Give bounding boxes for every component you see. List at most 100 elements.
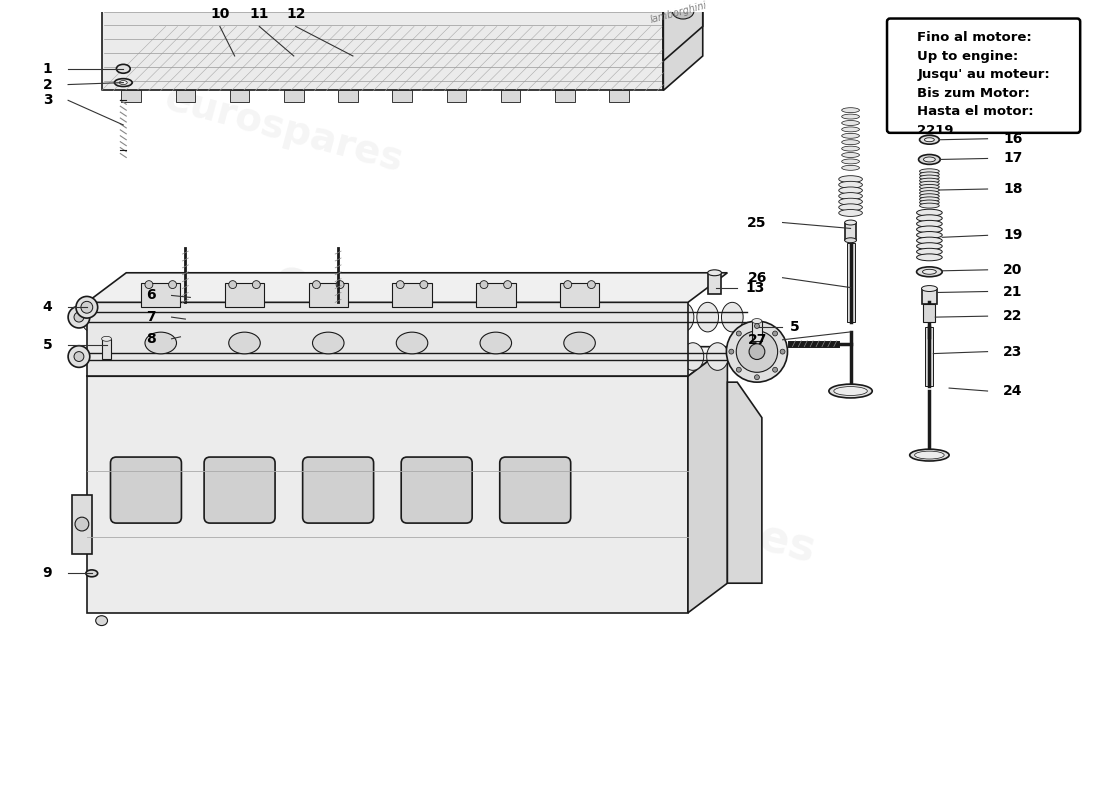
Ellipse shape — [189, 342, 211, 370]
Ellipse shape — [114, 78, 132, 86]
Text: 17: 17 — [1003, 151, 1023, 166]
Ellipse shape — [81, 302, 92, 313]
Text: 2: 2 — [43, 78, 53, 91]
Ellipse shape — [376, 302, 398, 332]
Ellipse shape — [608, 342, 630, 370]
Ellipse shape — [145, 281, 153, 289]
Bar — [609, 90, 629, 102]
Ellipse shape — [352, 302, 374, 332]
Ellipse shape — [755, 323, 759, 329]
Bar — [309, 282, 348, 307]
Ellipse shape — [916, 226, 943, 233]
Text: 11: 11 — [250, 7, 270, 22]
Ellipse shape — [916, 231, 943, 238]
FancyBboxPatch shape — [499, 457, 571, 523]
Text: 13: 13 — [745, 281, 764, 294]
Ellipse shape — [920, 203, 939, 208]
Ellipse shape — [460, 342, 482, 370]
Text: 23: 23 — [1003, 345, 1023, 358]
Ellipse shape — [922, 286, 937, 291]
Ellipse shape — [916, 237, 943, 244]
Text: 20: 20 — [1003, 263, 1023, 277]
Ellipse shape — [920, 185, 939, 190]
Ellipse shape — [312, 342, 334, 370]
Ellipse shape — [168, 281, 176, 289]
Text: 5: 5 — [790, 320, 800, 334]
Text: 21: 21 — [1003, 285, 1023, 298]
Ellipse shape — [706, 342, 728, 370]
Ellipse shape — [253, 302, 275, 332]
Ellipse shape — [838, 198, 862, 205]
Ellipse shape — [916, 242, 943, 250]
Ellipse shape — [229, 281, 236, 289]
Ellipse shape — [920, 187, 939, 193]
Ellipse shape — [924, 138, 934, 142]
Text: 24: 24 — [1003, 384, 1023, 398]
Ellipse shape — [598, 302, 620, 332]
Text: 12: 12 — [286, 7, 306, 22]
Ellipse shape — [420, 281, 428, 289]
Bar — [476, 282, 516, 307]
Text: Fino al motore:
Up to engine:
Jusqu' au moteur:
Bis zum Motor:
Hasta el motor:
2: Fino al motore: Up to engine: Jusqu' au … — [917, 31, 1050, 137]
Ellipse shape — [632, 342, 654, 370]
Polygon shape — [87, 376, 688, 613]
Ellipse shape — [658, 342, 679, 370]
Ellipse shape — [726, 321, 788, 382]
Ellipse shape — [499, 302, 521, 332]
Ellipse shape — [252, 281, 261, 289]
Ellipse shape — [480, 332, 512, 354]
Ellipse shape — [583, 342, 605, 370]
Ellipse shape — [411, 342, 432, 370]
Bar — [925, 327, 933, 386]
Ellipse shape — [165, 342, 186, 370]
Ellipse shape — [535, 342, 556, 370]
Ellipse shape — [838, 210, 862, 216]
Ellipse shape — [564, 332, 595, 354]
Bar — [284, 90, 304, 102]
Bar — [707, 273, 722, 294]
Ellipse shape — [436, 342, 458, 370]
Ellipse shape — [729, 349, 734, 354]
Ellipse shape — [509, 342, 531, 370]
Ellipse shape — [278, 302, 299, 332]
Text: 18: 18 — [1003, 182, 1023, 196]
Ellipse shape — [396, 281, 404, 289]
Bar — [447, 90, 466, 102]
Ellipse shape — [101, 336, 111, 342]
Text: lamborghini: lamborghini — [649, 0, 708, 25]
Ellipse shape — [842, 134, 859, 138]
Ellipse shape — [525, 302, 546, 332]
Ellipse shape — [451, 302, 472, 332]
Ellipse shape — [75, 517, 89, 531]
Bar — [121, 90, 141, 102]
Ellipse shape — [145, 332, 176, 354]
Ellipse shape — [772, 331, 778, 336]
Polygon shape — [688, 346, 727, 613]
Ellipse shape — [834, 386, 867, 395]
Text: 25: 25 — [747, 215, 767, 230]
Ellipse shape — [920, 197, 939, 202]
Ellipse shape — [672, 302, 694, 332]
Ellipse shape — [130, 302, 152, 332]
Bar — [845, 222, 857, 240]
Ellipse shape — [910, 449, 949, 461]
Ellipse shape — [842, 166, 859, 170]
Ellipse shape — [74, 312, 84, 322]
Ellipse shape — [915, 104, 943, 112]
Ellipse shape — [475, 302, 497, 332]
Polygon shape — [727, 382, 762, 583]
Bar — [230, 90, 250, 102]
Ellipse shape — [214, 342, 235, 370]
Polygon shape — [101, 0, 663, 90]
Ellipse shape — [780, 349, 785, 354]
Ellipse shape — [312, 281, 320, 289]
Ellipse shape — [205, 302, 225, 332]
Ellipse shape — [920, 135, 939, 144]
Bar — [752, 321, 762, 341]
Ellipse shape — [829, 384, 872, 398]
Ellipse shape — [920, 178, 939, 183]
Text: eurospares: eurospares — [537, 457, 820, 571]
Bar — [554, 90, 574, 102]
Ellipse shape — [239, 342, 261, 370]
Ellipse shape — [76, 297, 98, 318]
